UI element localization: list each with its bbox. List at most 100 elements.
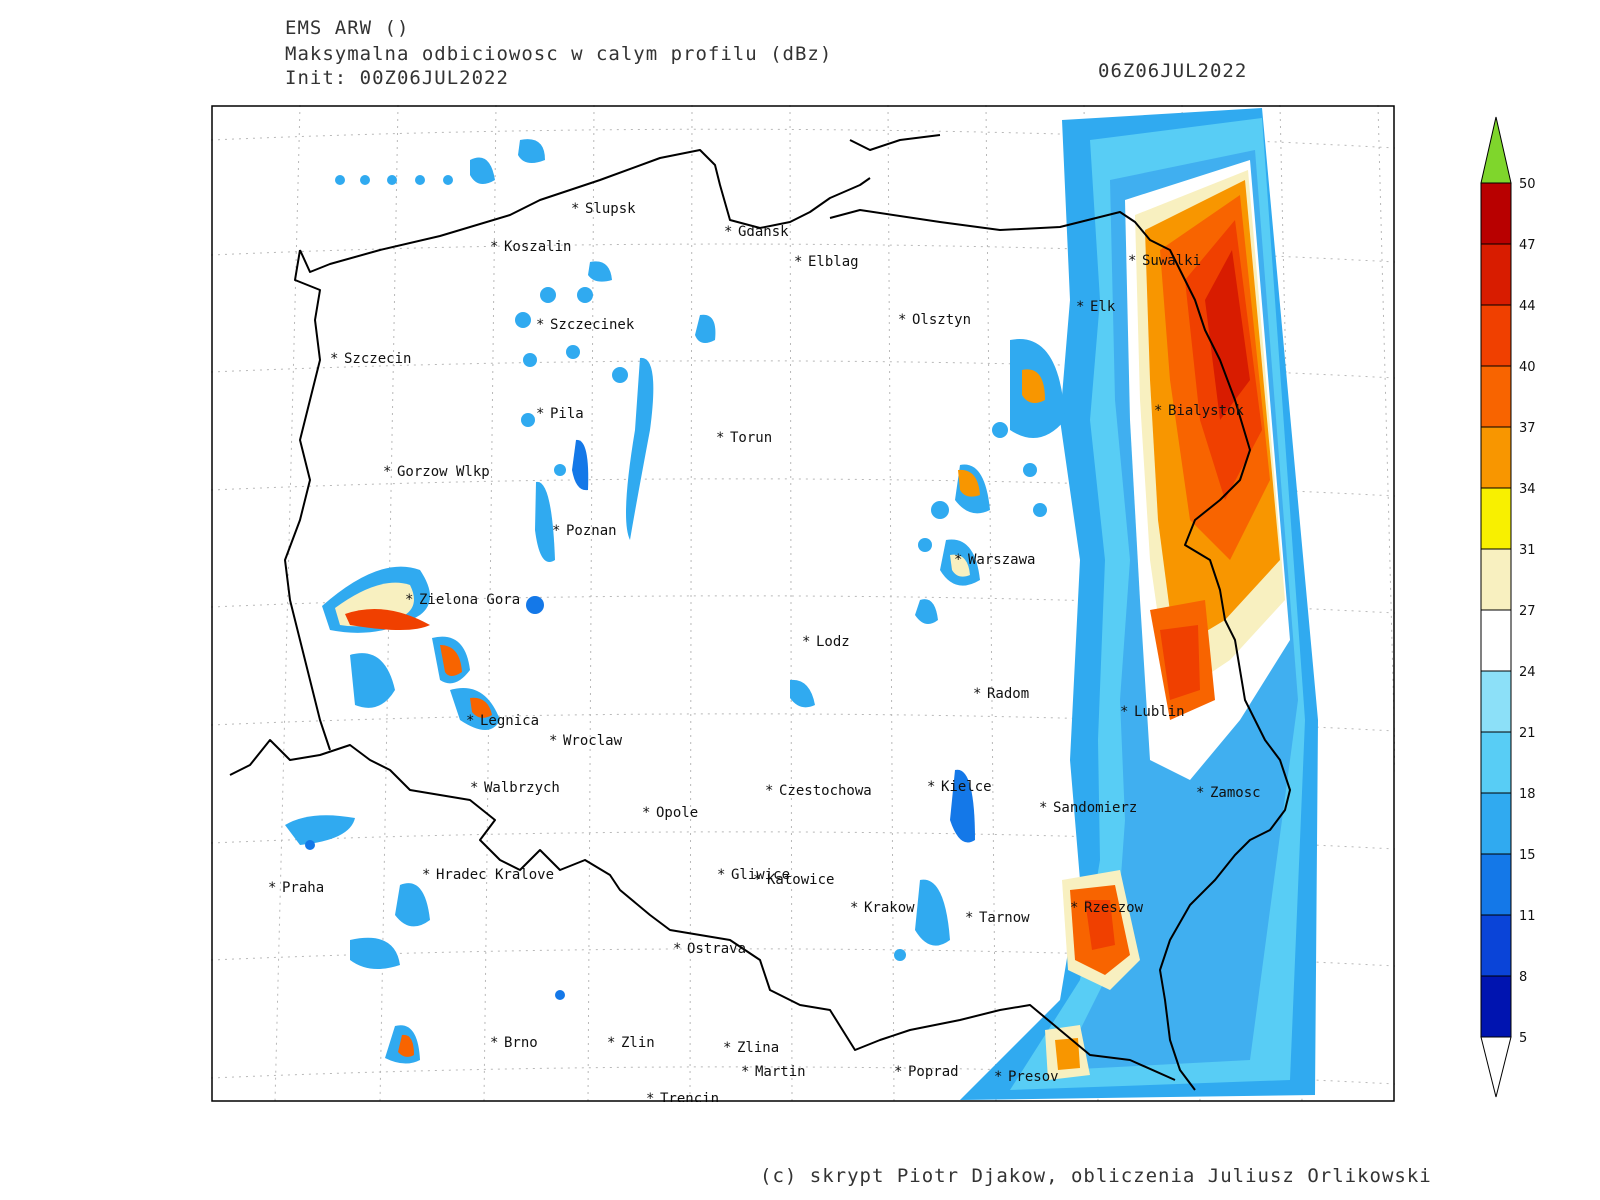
colorbar-ticks: 50 47 44 40 37 34 31 27 24 21 18 15 11 8 5 — [1519, 177, 1536, 1046]
colorbar-tick-label: 5 — [1519, 1031, 1527, 1046]
city-label: Zlin — [621, 1035, 655, 1051]
colorbar-bin — [1480, 609, 1512, 672]
colorbar-bin — [1480, 548, 1512, 611]
city-label: Brno — [504, 1035, 538, 1051]
city-marker: * Olsztyn — [898, 312, 971, 328]
city-marker: * Legnica — [466, 713, 539, 729]
city-marker: * Hradec Kralove — [422, 867, 554, 883]
city-star-icon: * — [571, 201, 579, 217]
city-marker: * Rzeszow — [1070, 900, 1144, 916]
city-marker: * Czestochowa — [765, 783, 872, 799]
city-marker: * Walbrzych — [470, 780, 560, 796]
city-labels: * Slupsk * Koszalin * Gdansk * Elblag * Olsztyn * E… — [268, 201, 1261, 1102]
city-label: Martin — [755, 1064, 806, 1080]
city-label: Praha — [282, 880, 324, 896]
city-marker: * Gorzow Wlkp — [383, 464, 490, 480]
city-star-icon: * — [405, 592, 413, 608]
colorbar-bins — [1480, 116, 1512, 1098]
colorbar: 50 47 44 40 37 34 31 27 24 21 18 15 11 8 5 — [1480, 116, 1536, 1098]
colorbar-bin — [1480, 365, 1512, 428]
city-star-icon: * — [607, 1035, 615, 1051]
city-star-icon: * — [927, 779, 935, 795]
colorbar-tick-label: 21 — [1519, 726, 1536, 741]
city-marker: * Opole — [642, 805, 698, 821]
city-marker: * Radom — [973, 686, 1029, 702]
city-marker: * Zlina — [723, 1040, 779, 1056]
city-marker: * Ostrava — [673, 941, 746, 957]
city-marker: * Lodz — [802, 634, 850, 650]
city-marker: * Sandomierz — [1039, 800, 1137, 816]
city-marker: * Poznan — [552, 523, 617, 539]
city-label: Wroclaw — [563, 733, 623, 749]
city-marker: * Wroclaw — [549, 733, 623, 749]
city-star-icon: * — [549, 733, 557, 749]
city-star-icon: * — [898, 312, 906, 328]
city-star-icon: * — [330, 351, 338, 367]
city-label: Zamosc — [1210, 785, 1261, 801]
city-label: Lublin — [1134, 704, 1185, 720]
city-label: Opole — [656, 805, 698, 821]
city-label: Ostrava — [687, 941, 746, 957]
colorbar-tick-label: 50 — [1519, 177, 1536, 192]
city-marker: * Tarnow — [965, 910, 1030, 926]
city-star-icon: * — [717, 867, 725, 883]
city-star-icon: * — [973, 686, 981, 702]
city-marker: * Szczecinek — [536, 317, 635, 333]
city-star-icon: * — [490, 239, 498, 255]
city-marker: * Lublin — [1120, 704, 1185, 720]
colorbar-tick-label: 11 — [1519, 909, 1536, 924]
city-marker: * Zlin — [607, 1035, 655, 1051]
city-marker: * Torun — [716, 430, 772, 446]
city-label: Pila — [550, 406, 584, 422]
city-label: Kielce — [941, 779, 992, 795]
city-star-icon: * — [490, 1035, 498, 1051]
city-label: Trencin — [660, 1091, 719, 1102]
colorbar-tick-label: 40 — [1519, 360, 1536, 375]
city-star-icon: * — [466, 713, 474, 729]
city-label: Katowice — [767, 872, 834, 888]
city-label: Szczecinek — [550, 317, 635, 333]
city-marker: * Trencin — [646, 1091, 719, 1102]
city-marker: * Martin — [741, 1064, 806, 1080]
city-star-icon: * — [383, 464, 391, 480]
colorbar-bin — [1480, 914, 1512, 977]
colorbar-bottom-arrow — [1480, 1036, 1512, 1098]
city-label: Hradec Kralove — [436, 867, 554, 883]
chart-title-line1: EMS ARW () — [285, 17, 410, 39]
city-label: Poprad — [908, 1064, 959, 1080]
city-label: Olsztyn — [912, 312, 971, 328]
city-marker: * Elblag — [794, 254, 859, 270]
colorbar-tick-label: 31 — [1519, 543, 1536, 558]
city-marker: * Bialystok — [1154, 403, 1244, 419]
colorbar-tick-label: 34 — [1519, 482, 1536, 497]
city-label: Poznan — [566, 523, 617, 539]
city-marker: * Gdansk — [724, 224, 789, 240]
city-marker: * Katowice — [753, 872, 834, 888]
city-star-icon: * — [673, 941, 681, 957]
city-marker: * Suwalki — [1128, 253, 1201, 269]
city-label: Tarnow — [979, 910, 1030, 926]
city-marker: * Gliwice — [717, 867, 790, 883]
city-star-icon: * — [894, 1064, 902, 1080]
city-star-icon: * — [965, 910, 973, 926]
map-frame — [211, 105, 1395, 1102]
city-star-icon: * — [1070, 900, 1078, 916]
city-star-icon: * — [1128, 253, 1136, 269]
city-marker: * Brno — [490, 1035, 538, 1051]
city-star-icon: * — [268, 880, 276, 896]
colorbar-tick-label: 15 — [1519, 848, 1536, 863]
city-marker: * Presov — [994, 1069, 1059, 1085]
city-star-icon: * — [954, 552, 962, 568]
colorbar-bin — [1480, 426, 1512, 489]
city-label: Zielona Gora — [419, 592, 520, 608]
city-label: Lodz — [816, 634, 850, 650]
city-marker: * Slupsk — [571, 201, 636, 217]
city-marker: * Elk — [1076, 299, 1116, 315]
colorbar-tick-label: 8 — [1519, 970, 1527, 985]
colorbar-tick-label: 37 — [1519, 421, 1536, 436]
city-star-icon: * — [470, 780, 478, 796]
colorbar-tick-label: 47 — [1519, 238, 1536, 253]
city-label: Warszawa — [968, 552, 1035, 568]
colorbar-bin — [1480, 792, 1512, 855]
city-label: Szczecin — [344, 351, 411, 367]
